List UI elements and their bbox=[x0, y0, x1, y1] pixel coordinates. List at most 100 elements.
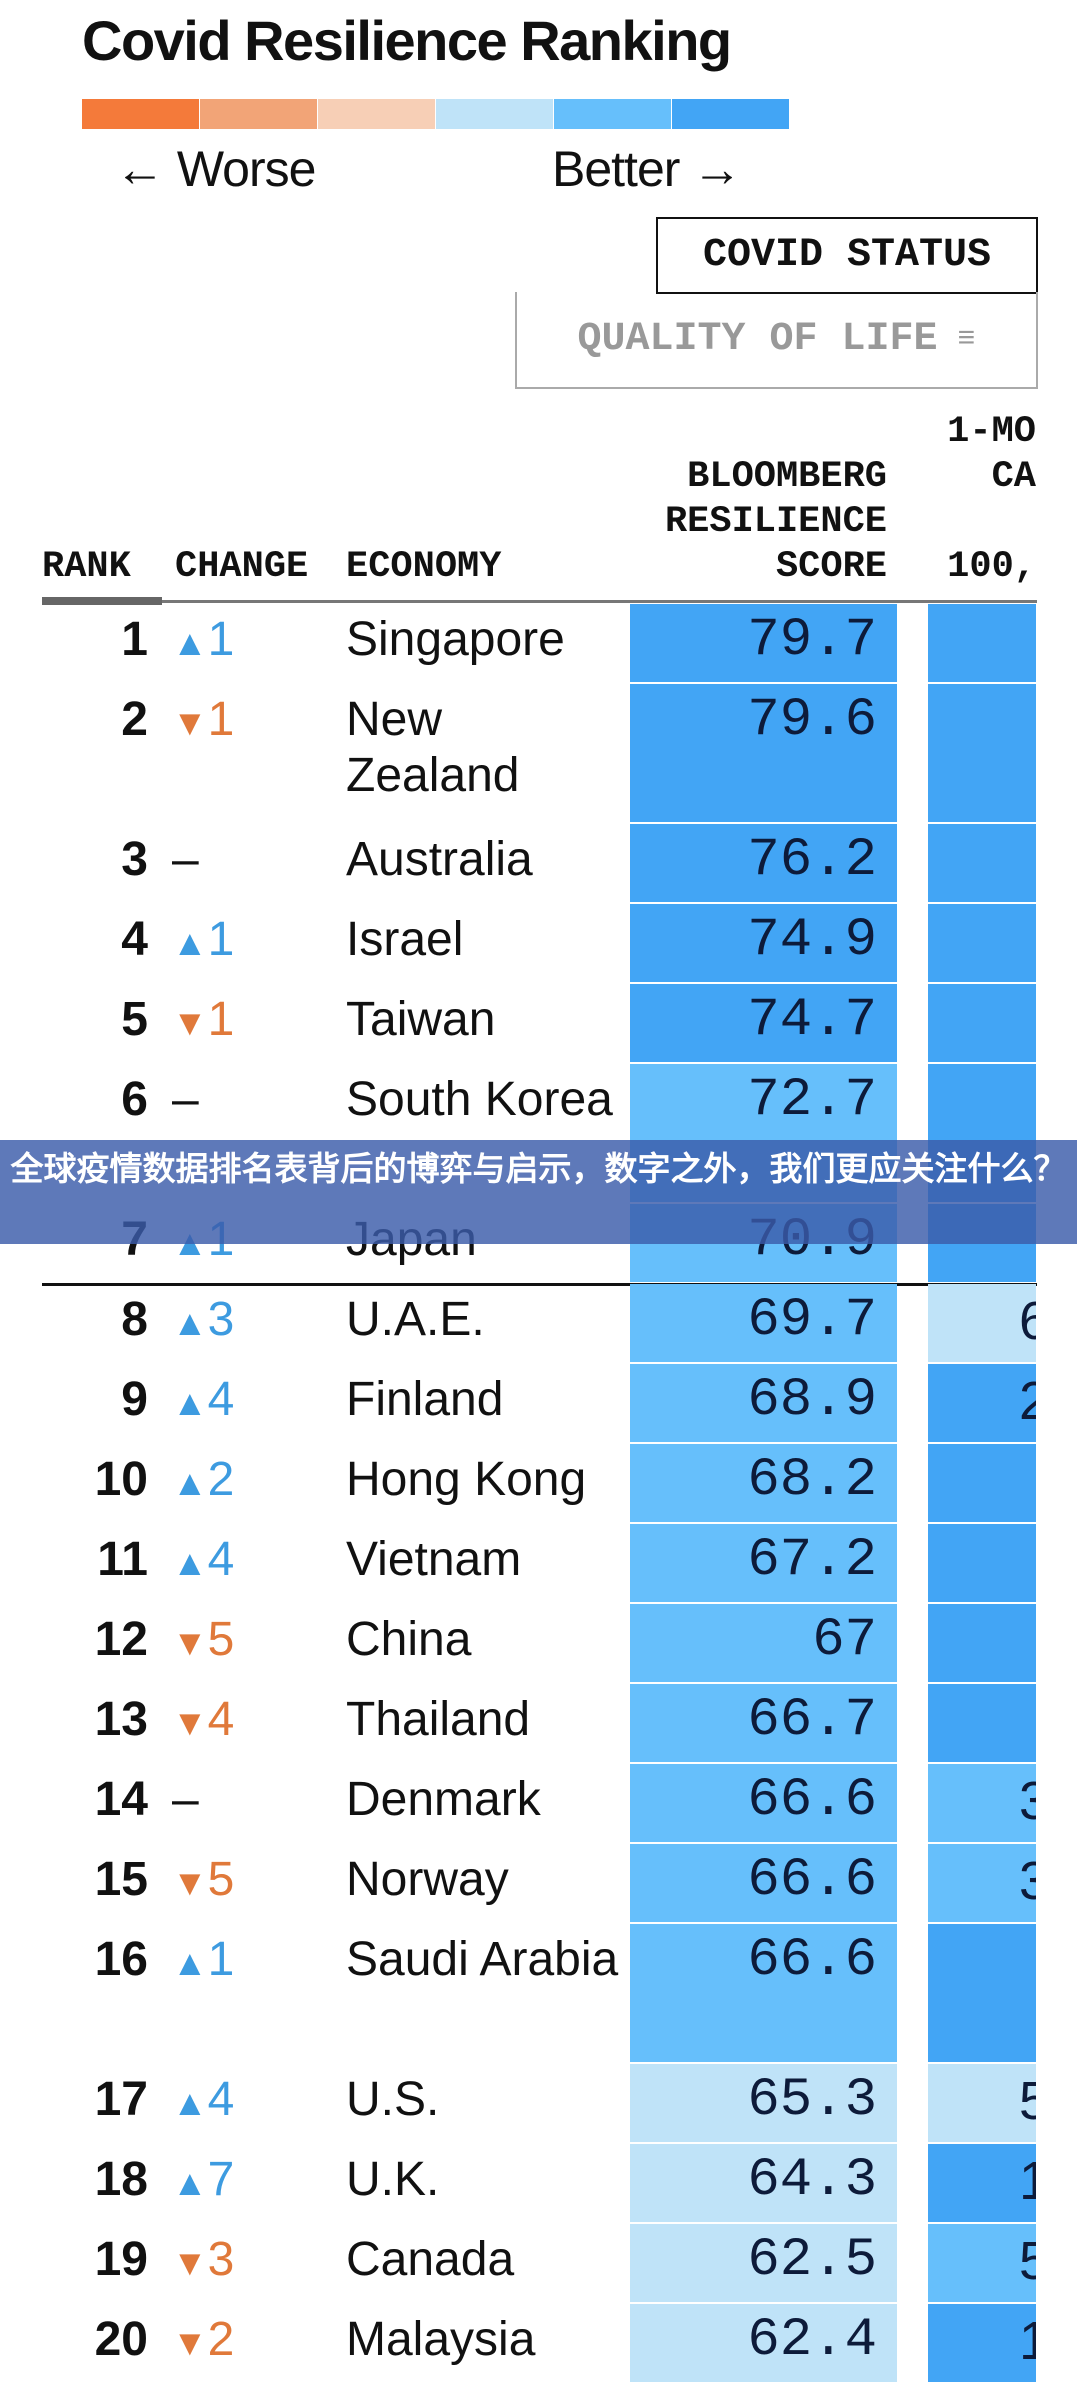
score-cell: 67 bbox=[630, 1604, 897, 1682]
table-row[interactable]: 12 ▼5 China 67 bbox=[0, 1604, 1077, 1684]
scale-swatch bbox=[554, 99, 671, 129]
mo-value: 2 bbox=[1019, 1371, 1036, 1431]
change-value: 3 bbox=[207, 2233, 235, 2286]
economy-cell: Canada bbox=[346, 2233, 515, 2286]
change-cell: – bbox=[172, 1072, 199, 1127]
rank-cell: 9 bbox=[121, 1373, 148, 1426]
rank-cell: 20 bbox=[94, 2313, 148, 2366]
triangle-up-icon: ▲ bbox=[172, 2162, 208, 2203]
table-row[interactable]: 13 ▼4 Thailand 66.7 bbox=[0, 1684, 1077, 1764]
change-value: 7 bbox=[207, 2153, 235, 2206]
triangle-down-icon: ▼ bbox=[172, 1862, 208, 1903]
mo-cell: 6 bbox=[928, 1284, 1036, 1362]
score-cell: 64.3 bbox=[630, 2144, 897, 2222]
table-row[interactable]: 11 ▲4 Vietnam 67.2 bbox=[0, 1524, 1077, 1604]
change-cell: ▲1 bbox=[172, 1932, 234, 1987]
mo-cell: 5 bbox=[928, 2064, 1036, 2142]
header-divider bbox=[42, 600, 1037, 603]
change-cell: ▲3 bbox=[172, 1292, 234, 1347]
change-value: – bbox=[172, 1073, 199, 1126]
table-row[interactable]: 5 ▼1 Taiwan 74.7 bbox=[0, 984, 1077, 1064]
economy-cell: South Korea bbox=[346, 1073, 613, 1126]
mo-cell bbox=[928, 1444, 1036, 1522]
table-row[interactable]: 3– Australia 76.2 bbox=[0, 824, 1077, 904]
table-row[interactable]: 4 ▲1 Israel 74.9 bbox=[0, 904, 1077, 984]
triangle-down-icon: ▼ bbox=[172, 702, 208, 743]
worse-label: ← Worse bbox=[115, 141, 316, 197]
change-cell: ▲4 bbox=[172, 1372, 234, 1427]
rank-cell: 14 bbox=[94, 1773, 148, 1826]
table-row[interactable]: 2 ▼1 New Zealand 79.6 bbox=[0, 684, 1077, 824]
rank-cell: 4 bbox=[121, 913, 148, 966]
economy-cell: Singapore bbox=[346, 613, 565, 666]
change-cell: ▲2 bbox=[172, 1452, 234, 1507]
score-cell: 79.6 bbox=[630, 684, 897, 822]
table-row[interactable]: 16 ▲1 Saudi Arabia 66.6 bbox=[0, 1924, 1077, 2064]
mo-cell bbox=[928, 1924, 1036, 2062]
table-row[interactable]: 9 ▲4 Finland 68.9 2 bbox=[0, 1364, 1077, 1444]
triangle-up-icon: ▲ bbox=[172, 922, 208, 963]
triangle-up-icon: ▲ bbox=[172, 1462, 208, 1503]
table-row[interactable]: 1 ▲1 Singapore 79.7 bbox=[0, 604, 1077, 684]
economy-cell: U.S. bbox=[346, 2073, 440, 2126]
rank-cell: 19 bbox=[94, 2233, 148, 2286]
mo-cell bbox=[928, 1684, 1036, 1762]
score-cell: 68.2 bbox=[630, 1444, 897, 1522]
mo-cell bbox=[928, 1604, 1036, 1682]
header-economy[interactable]: ECONOMY bbox=[346, 546, 502, 588]
economy-cell: Israel bbox=[346, 913, 464, 966]
economy-cell: U.K. bbox=[346, 2153, 440, 2206]
table-row[interactable]: 19 ▼3 Canada 62.5 5 bbox=[0, 2224, 1077, 2304]
change-cell: ▼1 bbox=[172, 692, 234, 747]
score-cell: 62.4 bbox=[630, 2304, 897, 2382]
rank-cell: 13 bbox=[94, 1693, 148, 1746]
economy-cell: Hong Kong bbox=[346, 1453, 587, 1506]
change-value: 4 bbox=[207, 1533, 235, 1586]
tab-quality-of-life[interactable]: QUALITY OF LIFE ≡ bbox=[515, 292, 1038, 389]
change-value: 1 bbox=[207, 613, 235, 666]
tab-label: QUALITY OF LIFE bbox=[577, 317, 938, 362]
score-cell: 74.7 bbox=[630, 984, 897, 1062]
header-1mo[interactable]: 1-MO CA 100, bbox=[920, 410, 1036, 590]
table-row[interactable]: 17 ▲4 U.S. 65.3 5 bbox=[0, 2064, 1077, 2144]
change-cell: ▲1 bbox=[172, 612, 234, 667]
mo-cell bbox=[928, 824, 1036, 902]
score-cell: 68.9 bbox=[630, 1364, 897, 1442]
mo-cell bbox=[928, 1524, 1036, 1602]
rank-cell: 3 bbox=[121, 833, 148, 886]
change-cell: ▲4 bbox=[172, 1532, 234, 1587]
table-row[interactable]: 14– Denmark 66.6 3 bbox=[0, 1764, 1077, 1844]
header-score[interactable]: BLOOMBERG RESILIENCE SCORE bbox=[620, 455, 887, 590]
change-cell: ▲1 bbox=[172, 912, 234, 967]
economy-cell: Denmark bbox=[346, 1773, 541, 1826]
rank-cell: 5 bbox=[121, 993, 148, 1046]
change-value: 4 bbox=[207, 1373, 235, 1426]
header-rank[interactable]: RANK bbox=[42, 546, 131, 588]
table-row[interactable]: 15 ▼5 Norway 66.6 3 bbox=[0, 1844, 1077, 1924]
mo-cell: 1 bbox=[928, 2144, 1036, 2222]
score-cell: 66.6 bbox=[630, 1924, 897, 2062]
mo-cell: 3 bbox=[928, 1764, 1036, 1842]
filter-icon: ≡ bbox=[957, 322, 976, 357]
scale-swatch bbox=[436, 99, 553, 129]
table-row[interactable]: 20 ▼2 Malaysia 62.4 1 bbox=[0, 2304, 1077, 2384]
mo-cell bbox=[928, 604, 1036, 682]
overlay-banner: 全球疫情数据排名表背后的博弈与启示，数字之外，我们更应关注什么？ bbox=[0, 1140, 1077, 1244]
rank-cell: 16 bbox=[94, 1933, 148, 1986]
section-divider bbox=[42, 1283, 1037, 1286]
table-row[interactable]: 18 ▲7 U.K. 64.3 1 bbox=[0, 2144, 1077, 2224]
triangle-up-icon: ▲ bbox=[172, 1382, 208, 1423]
change-cell: ▼1 bbox=[172, 992, 234, 1047]
change-value: 4 bbox=[207, 1693, 235, 1746]
change-value: 2 bbox=[207, 1453, 235, 1506]
header-change[interactable]: CHANGE bbox=[175, 546, 309, 588]
color-scale-legend bbox=[82, 99, 790, 129]
mo-cell: 5 bbox=[928, 2224, 1036, 2302]
better-label: Better → bbox=[552, 141, 742, 197]
ranking-table: 1 ▲1 Singapore 79.7 2 ▼1 New Zealand 79.6 3– Aust… bbox=[0, 604, 1077, 2384]
mo-value: 5 bbox=[1019, 2071, 1036, 2131]
table-row[interactable]: 8 ▲3 U.A.E. 69.7 6 bbox=[0, 1284, 1077, 1364]
header-line: BLOOMBERG bbox=[687, 456, 887, 498]
table-row[interactable]: 10 ▲2 Hong Kong 68.2 bbox=[0, 1444, 1077, 1524]
tab-covid-status[interactable]: COVID STATUS bbox=[656, 217, 1038, 294]
